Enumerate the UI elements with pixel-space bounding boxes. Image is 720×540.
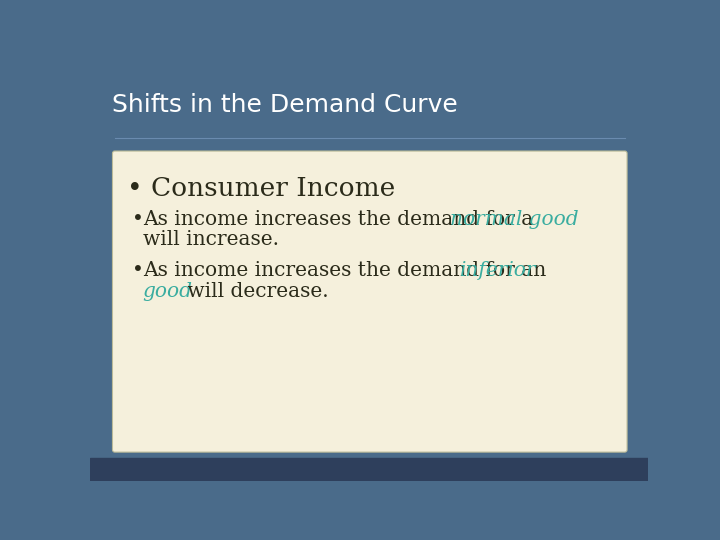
Text: good: good <box>143 282 193 301</box>
FancyBboxPatch shape <box>112 151 627 452</box>
Text: •: • <box>132 210 144 228</box>
Text: inferior: inferior <box>460 261 536 280</box>
Bar <box>90 457 648 481</box>
Text: Shifts in the Demand Curve: Shifts in the Demand Curve <box>112 93 457 117</box>
Text: As income increases the demand for an: As income increases the demand for an <box>143 261 552 280</box>
Text: normal good: normal good <box>450 210 579 228</box>
Text: • Consumer Income: • Consumer Income <box>127 177 395 201</box>
Text: will increase.: will increase. <box>143 231 279 249</box>
Text: As income increases the demand for a: As income increases the demand for a <box>143 210 539 228</box>
Text: will decrease.: will decrease. <box>181 282 329 301</box>
Text: •: • <box>132 261 144 280</box>
